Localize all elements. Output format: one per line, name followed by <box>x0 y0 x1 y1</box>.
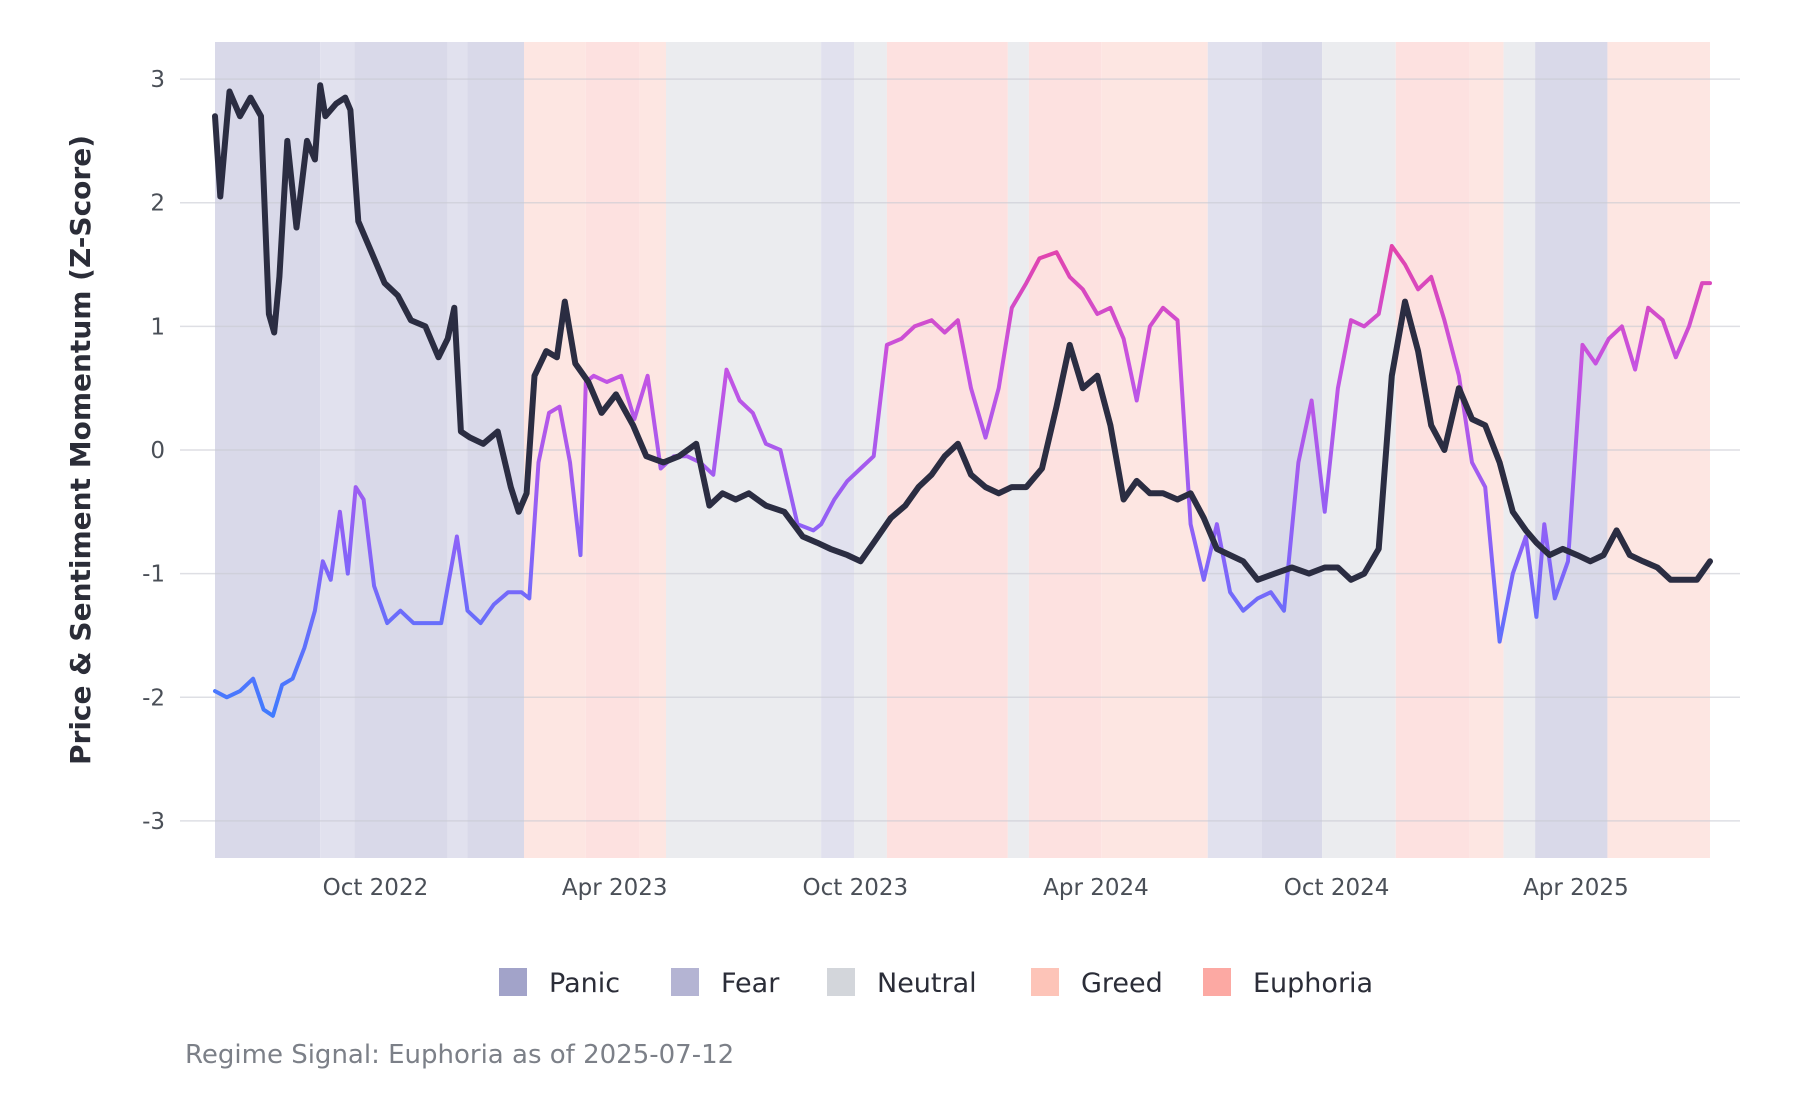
x-tick-label: Oct 2024 <box>1284 875 1390 901</box>
x-tick-label: Oct 2022 <box>323 875 429 901</box>
sentiment-momentum-line <box>213 244 1712 718</box>
y-tick-label: 3 <box>150 67 165 93</box>
legend-swatch <box>1203 968 1231 996</box>
y-axis-label: Price & Sentiment Momentum (Z-Score) <box>64 135 97 765</box>
legend-label: Greed <box>1081 968 1163 999</box>
x-tick-label: Apr 2023 <box>562 875 668 901</box>
legend-item-euphoria[interactable]: Euphoria <box>1203 968 1373 999</box>
y-tick-label: -1 <box>142 562 165 588</box>
legend-label: Euphoria <box>1253 968 1373 999</box>
y-tick-label: 1 <box>150 314 165 340</box>
x-tick-label: Oct 2023 <box>803 875 909 901</box>
x-tick-label: Apr 2025 <box>1523 875 1629 901</box>
legend-swatch <box>499 968 527 996</box>
x-tick-label: Apr 2024 <box>1043 875 1149 901</box>
y-tick-label: -2 <box>142 685 165 711</box>
legend-swatch <box>671 968 699 996</box>
y-tick-label: -3 <box>142 809 165 835</box>
legend-swatch <box>827 968 855 996</box>
legend-item-fear[interactable]: Fear <box>671 968 780 999</box>
series-layer <box>212 82 1713 718</box>
legend-label: Panic <box>549 968 620 999</box>
regime-signal-caption: Regime Signal: Euphoria as of 2025-07-12 <box>185 1040 734 1070</box>
price-momentum-line <box>212 82 1713 583</box>
legend-label: Fear <box>721 968 780 999</box>
y-axis-ticks: 3 2 1 0 -1 -2 -3 <box>142 67 165 835</box>
legend-item-greed[interactable]: Greed <box>1031 968 1163 999</box>
legend-item-neutral[interactable]: Neutral <box>827 968 977 999</box>
y-tick-label: 2 <box>150 191 165 217</box>
x-axis-ticks: Oct 2022 Apr 2023 Oct 2023 Apr 2024 Oct 2024… <box>323 875 1629 901</box>
legend[interactable]: Panic Fear Neutral Greed Euphoria <box>499 968 1373 999</box>
y-tick-label: 0 <box>150 438 165 464</box>
legend-item-panic[interactable]: Panic <box>499 968 620 999</box>
legend-swatch <box>1031 968 1059 996</box>
legend-label: Neutral <box>877 968 977 999</box>
